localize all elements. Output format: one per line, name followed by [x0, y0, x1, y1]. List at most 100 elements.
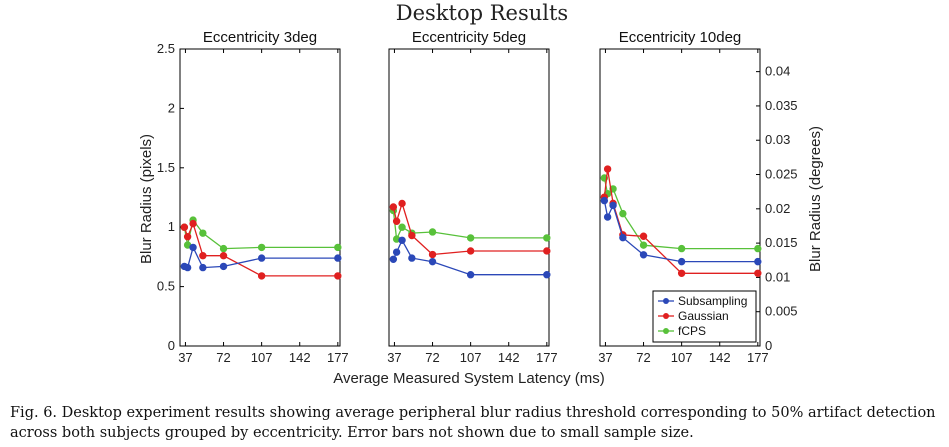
- legend-marker-gaussian: [663, 313, 669, 319]
- data-point-2-subsampling-5: [677, 257, 686, 266]
- data-point-2-subsampling-6: [754, 257, 762, 266]
- data-point-1-gaussian-0: [389, 203, 398, 211]
- data-point-1-subsampling-6: [543, 271, 551, 279]
- data-point-1-subsampling-0: [389, 255, 398, 263]
- x-tick-label-0-3: 142: [289, 350, 311, 365]
- series-line-1-subsampling: [392, 238, 547, 276]
- data-point-0-subsampling-1: [183, 263, 192, 272]
- x-tick-label-1-3: 142: [498, 350, 520, 365]
- x-tick-label-1-1: 72: [425, 350, 439, 365]
- data-point-0-fcps-6: [334, 243, 342, 252]
- data-point-0-gaussian-4: [219, 252, 228, 260]
- data-point-0-fcps-3: [199, 229, 207, 237]
- data-point-2-subsampling-3: [619, 233, 627, 242]
- data-point-1-fcps-2: [398, 223, 406, 231]
- data-point-2-subsampling-4: [639, 251, 648, 259]
- y-tick-label-left-4: 2: [168, 100, 175, 115]
- plot-panel-1: 37 72 107 142 177: [387, 48, 558, 365]
- data-point-2-fcps-5: [677, 244, 686, 253]
- legend-label-fcps: fCPS: [678, 324, 706, 338]
- x-tick-label-0-0: 37: [178, 350, 192, 365]
- y-tick-label-left-2: 1: [168, 219, 175, 234]
- caption-line-2: across both subjects grouped by eccentri…: [10, 425, 694, 441]
- y-tick-label-right-2: 0.01: [765, 269, 790, 284]
- data-point-2-gaussian-5: [677, 269, 686, 277]
- data-point-2-fcps-6: [754, 244, 762, 253]
- data-point-1-gaussian-1: [392, 217, 401, 225]
- data-point-1-subsampling-3: [408, 254, 416, 262]
- legend-label-gaussian: Gaussian: [678, 309, 729, 323]
- data-point-1-gaussian-4: [428, 250, 437, 259]
- figure-caption: Fig. 6. Desktop experiment results showi…: [10, 403, 945, 443]
- x-tick-label-2-1: 72: [636, 350, 650, 365]
- data-point-1-gaussian-2: [398, 199, 406, 208]
- y-axis-label-right: Blur Radius (degrees): [807, 126, 824, 272]
- legend-marker-subsampling: [663, 298, 669, 304]
- data-point-0-gaussian-2: [189, 219, 197, 228]
- x-tick-label-2-4: 177: [747, 350, 769, 365]
- x-tick-label-1-4: 177: [536, 350, 558, 365]
- data-point-1-subsampling-4: [428, 257, 437, 266]
- y-tick-label-left-5: 2.5: [157, 41, 175, 56]
- data-point-2-subsampling-2: [609, 201, 617, 210]
- data-point-0-subsampling-6: [334, 254, 342, 262]
- x-tick-label-2-3: 142: [709, 350, 731, 365]
- x-tick-label-2-2: 107: [671, 350, 693, 365]
- data-point-0-gaussian-1: [183, 233, 192, 241]
- panel-title-0: Eccentricity 3deg: [203, 29, 317, 46]
- plot-frame-2: [599, 48, 761, 347]
- data-point-2-subsampling-0: [600, 196, 609, 205]
- data-point-2-gaussian-1: [603, 165, 612, 173]
- data-point-0-subsampling-5: [257, 254, 266, 262]
- legend-label-subsampling: Subsampling: [678, 294, 747, 308]
- data-point-1-subsampling-5: [466, 271, 475, 279]
- data-point-1-gaussian-6: [543, 247, 551, 255]
- y-tick-label-right-0: 0: [765, 338, 772, 353]
- plot-frame-0: [179, 48, 341, 347]
- data-point-0-gaussian-3: [199, 252, 207, 260]
- data-point-1-subsampling-1: [392, 248, 401, 256]
- series-line-2-fcps: [603, 177, 758, 250]
- data-point-0-subsampling-4: [219, 262, 228, 271]
- data-point-0-subsampling-3: [199, 263, 207, 272]
- y-tick-label-right-8: 0.04: [765, 64, 790, 79]
- x-tick-label-1-2: 107: [460, 350, 482, 365]
- series-line-2-subsampling: [603, 200, 758, 263]
- caption-line-1: Fig. 6. Desktop experiment results showi…: [10, 405, 936, 421]
- data-point-2-subsampling-1: [603, 213, 612, 221]
- plot-frame-1: [388, 48, 550, 347]
- data-point-2-fcps-4: [639, 241, 648, 249]
- data-point-0-gaussian-5: [257, 272, 266, 280]
- y-tick-label-right-6: 0.03: [765, 132, 790, 147]
- plot-panel-0: 37 72 107 142 177 0 0.5 1 1.5 2 2.5: [157, 41, 349, 365]
- data-point-0-gaussian-0: [180, 223, 189, 231]
- x-tick-label-0-2: 107: [251, 350, 273, 365]
- data-point-2-gaussian-4: [639, 232, 648, 240]
- chart-title: Desktop Results: [396, 1, 568, 25]
- y-tick-label-left-1: 0.5: [157, 279, 175, 294]
- x-tick-label-0-4: 177: [327, 350, 349, 365]
- data-point-1-fcps-4: [428, 228, 437, 236]
- data-point-1-subsampling-2: [398, 236, 406, 244]
- data-point-1-fcps-5: [466, 234, 475, 242]
- data-point-1-fcps-6: [543, 234, 551, 242]
- data-point-1-gaussian-5: [466, 247, 475, 255]
- x-axis-label: Average Measured System Latency (ms): [333, 370, 605, 387]
- x-tick-label-2-0: 37: [598, 350, 612, 365]
- panel-title-2: Eccentricity 10deg: [619, 29, 742, 46]
- y-tick-label-left-0: 0: [168, 338, 175, 353]
- panel-title-1: Eccentricity 5deg: [412, 29, 526, 46]
- y-tick-label-right-1: 0.005: [765, 304, 798, 319]
- legend-marker-fcps: [663, 328, 669, 334]
- x-tick-label-1-0: 37: [387, 350, 401, 365]
- data-point-0-fcps-5: [257, 243, 266, 252]
- series-line-1-gaussian: [392, 201, 547, 256]
- y-tick-label-right-5: 0.025: [765, 167, 798, 182]
- data-point-1-gaussian-3: [408, 231, 416, 240]
- x-tick-label-0-1: 72: [216, 350, 230, 365]
- chart-figure: Desktop Results Eccentricity 3deg Eccent…: [138, 1, 824, 387]
- data-point-0-subsampling-2: [189, 243, 197, 252]
- data-point-2-fcps-3: [619, 209, 627, 218]
